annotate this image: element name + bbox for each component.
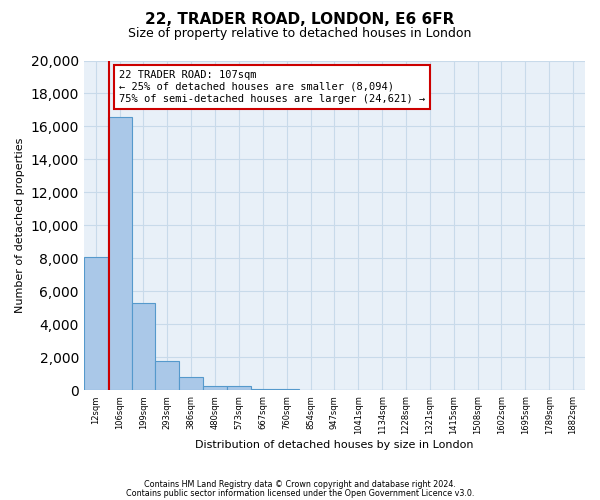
Bar xyxy=(155,361,179,390)
Text: Size of property relative to detached houses in London: Size of property relative to detached ho… xyxy=(128,28,472,40)
X-axis label: Distribution of detached houses by size in London: Distribution of detached houses by size … xyxy=(195,440,473,450)
Text: 22 TRADER ROAD: 107sqm
← 25% of detached houses are smaller (8,094)
75% of semi-: 22 TRADER ROAD: 107sqm ← 25% of detached… xyxy=(119,70,425,104)
Bar xyxy=(203,386,227,390)
Bar xyxy=(131,303,155,390)
Text: Contains HM Land Registry data © Crown copyright and database right 2024.: Contains HM Land Registry data © Crown c… xyxy=(144,480,456,489)
Text: Contains public sector information licensed under the Open Government Licence v3: Contains public sector information licen… xyxy=(126,488,474,498)
Text: 22, TRADER ROAD, LONDON, E6 6FR: 22, TRADER ROAD, LONDON, E6 6FR xyxy=(145,12,455,28)
Bar xyxy=(179,378,203,390)
Bar xyxy=(107,116,131,390)
Bar xyxy=(84,257,107,390)
Y-axis label: Number of detached properties: Number of detached properties xyxy=(15,138,25,313)
Bar xyxy=(251,389,275,390)
Bar xyxy=(227,386,251,390)
